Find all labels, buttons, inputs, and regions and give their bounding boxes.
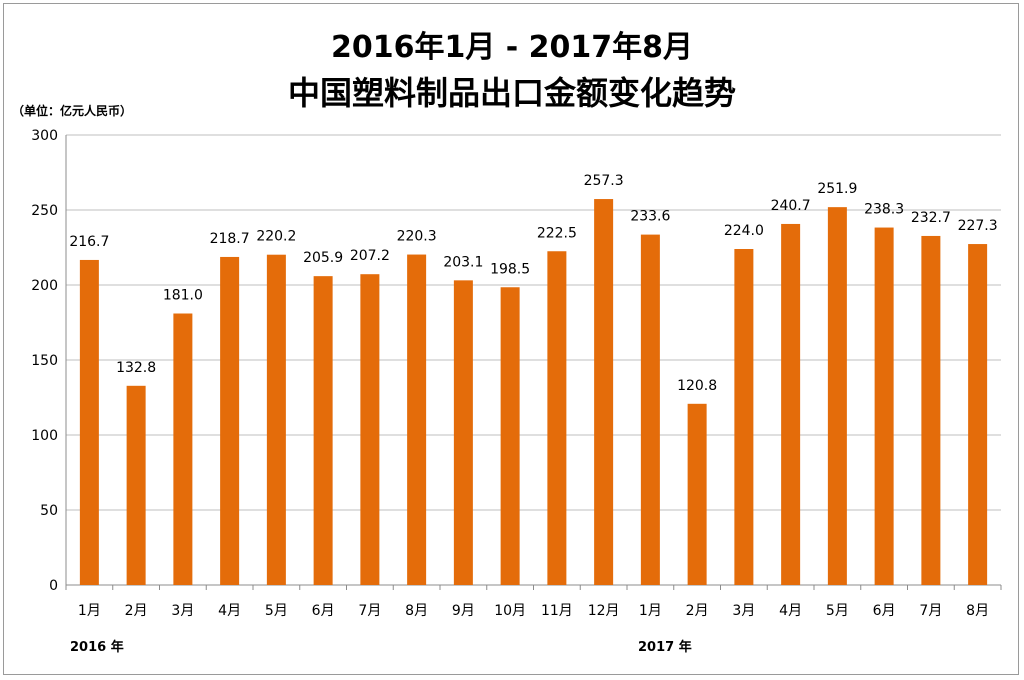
data-label: 120.8 [677, 378, 717, 394]
data-label: 251.9 [817, 181, 857, 197]
x-tick-label: 8月 [405, 603, 428, 619]
x-tick-label: 8月 [966, 603, 989, 619]
data-label: 132.8 [116, 360, 156, 376]
data-label: 203.1 [443, 254, 483, 270]
x-tick-label: 3月 [171, 603, 194, 619]
x-tick-label: 2月 [686, 603, 709, 619]
x-tick-label: 3月 [732, 603, 755, 619]
y-tick-label: 150 [31, 353, 58, 369]
data-label: 222.5 [537, 225, 577, 241]
bar [360, 274, 380, 585]
bar [827, 207, 847, 585]
x-tick-label: 5月 [826, 603, 849, 619]
bar [640, 234, 660, 585]
x-tick-label: 9月 [452, 603, 475, 619]
unit-label: （单位：亿元人民币） [12, 104, 133, 118]
x-tick-label: 4月 [779, 603, 802, 619]
x-tick-label: 7月 [919, 603, 942, 619]
x-tick-label: 4月 [218, 603, 241, 619]
data-label: 224.0 [724, 223, 764, 239]
data-label: 220.3 [397, 229, 437, 245]
bar [173, 313, 193, 585]
data-label: 227.3 [958, 218, 998, 234]
y-tick-label: 50 [40, 503, 58, 519]
data-label: 207.2 [350, 248, 390, 264]
data-label: 216.7 [69, 234, 109, 250]
bar [313, 276, 333, 585]
bar [79, 259, 99, 585]
year-label-2016: 2016 年 [70, 640, 124, 655]
x-tick-label: 7月 [358, 603, 381, 619]
x-tick-label: 6月 [873, 603, 896, 619]
data-label: 232.7 [911, 210, 951, 226]
y-tick-label: 250 [31, 203, 58, 219]
y-tick-label: 100 [31, 428, 58, 444]
bar [874, 227, 894, 586]
x-tick-label: 1月 [639, 603, 662, 619]
y-tick-label: 0 [49, 578, 58, 594]
bar [453, 280, 473, 585]
data-label: 233.6 [630, 209, 670, 225]
bar [547, 251, 567, 585]
chart-title-line1: 2016年1月 - 2017年8月 [330, 30, 694, 65]
x-tick-label: 2月 [125, 603, 148, 619]
bar [407, 254, 427, 586]
bar [594, 199, 614, 586]
data-label: 238.3 [864, 202, 904, 218]
x-tick-label: 10月 [494, 603, 526, 619]
data-label: 198.5 [490, 261, 530, 277]
chart-title-line2: 中国塑料制品出口金额变化趋势 [287, 74, 736, 112]
bar [921, 235, 941, 585]
data-label: 240.7 [771, 198, 811, 214]
x-tick-label: 1月 [78, 603, 101, 619]
x-tick-label: 12月 [588, 603, 620, 619]
data-label: 205.9 [303, 250, 343, 266]
y-tick-label: 200 [31, 278, 58, 294]
bar [220, 256, 240, 585]
bar [734, 249, 754, 585]
year-label-2017: 2017 年 [638, 640, 692, 655]
x-tick-label: 5月 [265, 603, 288, 619]
x-tick-label: 6月 [312, 603, 335, 619]
data-label: 257.3 [584, 173, 624, 189]
data-label: 218.7 [210, 231, 250, 247]
bar [500, 287, 520, 585]
bar [781, 223, 801, 585]
data-label: 181.0 [163, 288, 203, 304]
bar [968, 244, 988, 586]
bar [126, 385, 146, 585]
bar [687, 403, 707, 585]
x-tick-label: 11月 [541, 603, 573, 619]
y-tick-label: 300 [31, 128, 58, 144]
bar [266, 254, 286, 585]
data-label: 220.2 [256, 229, 296, 245]
